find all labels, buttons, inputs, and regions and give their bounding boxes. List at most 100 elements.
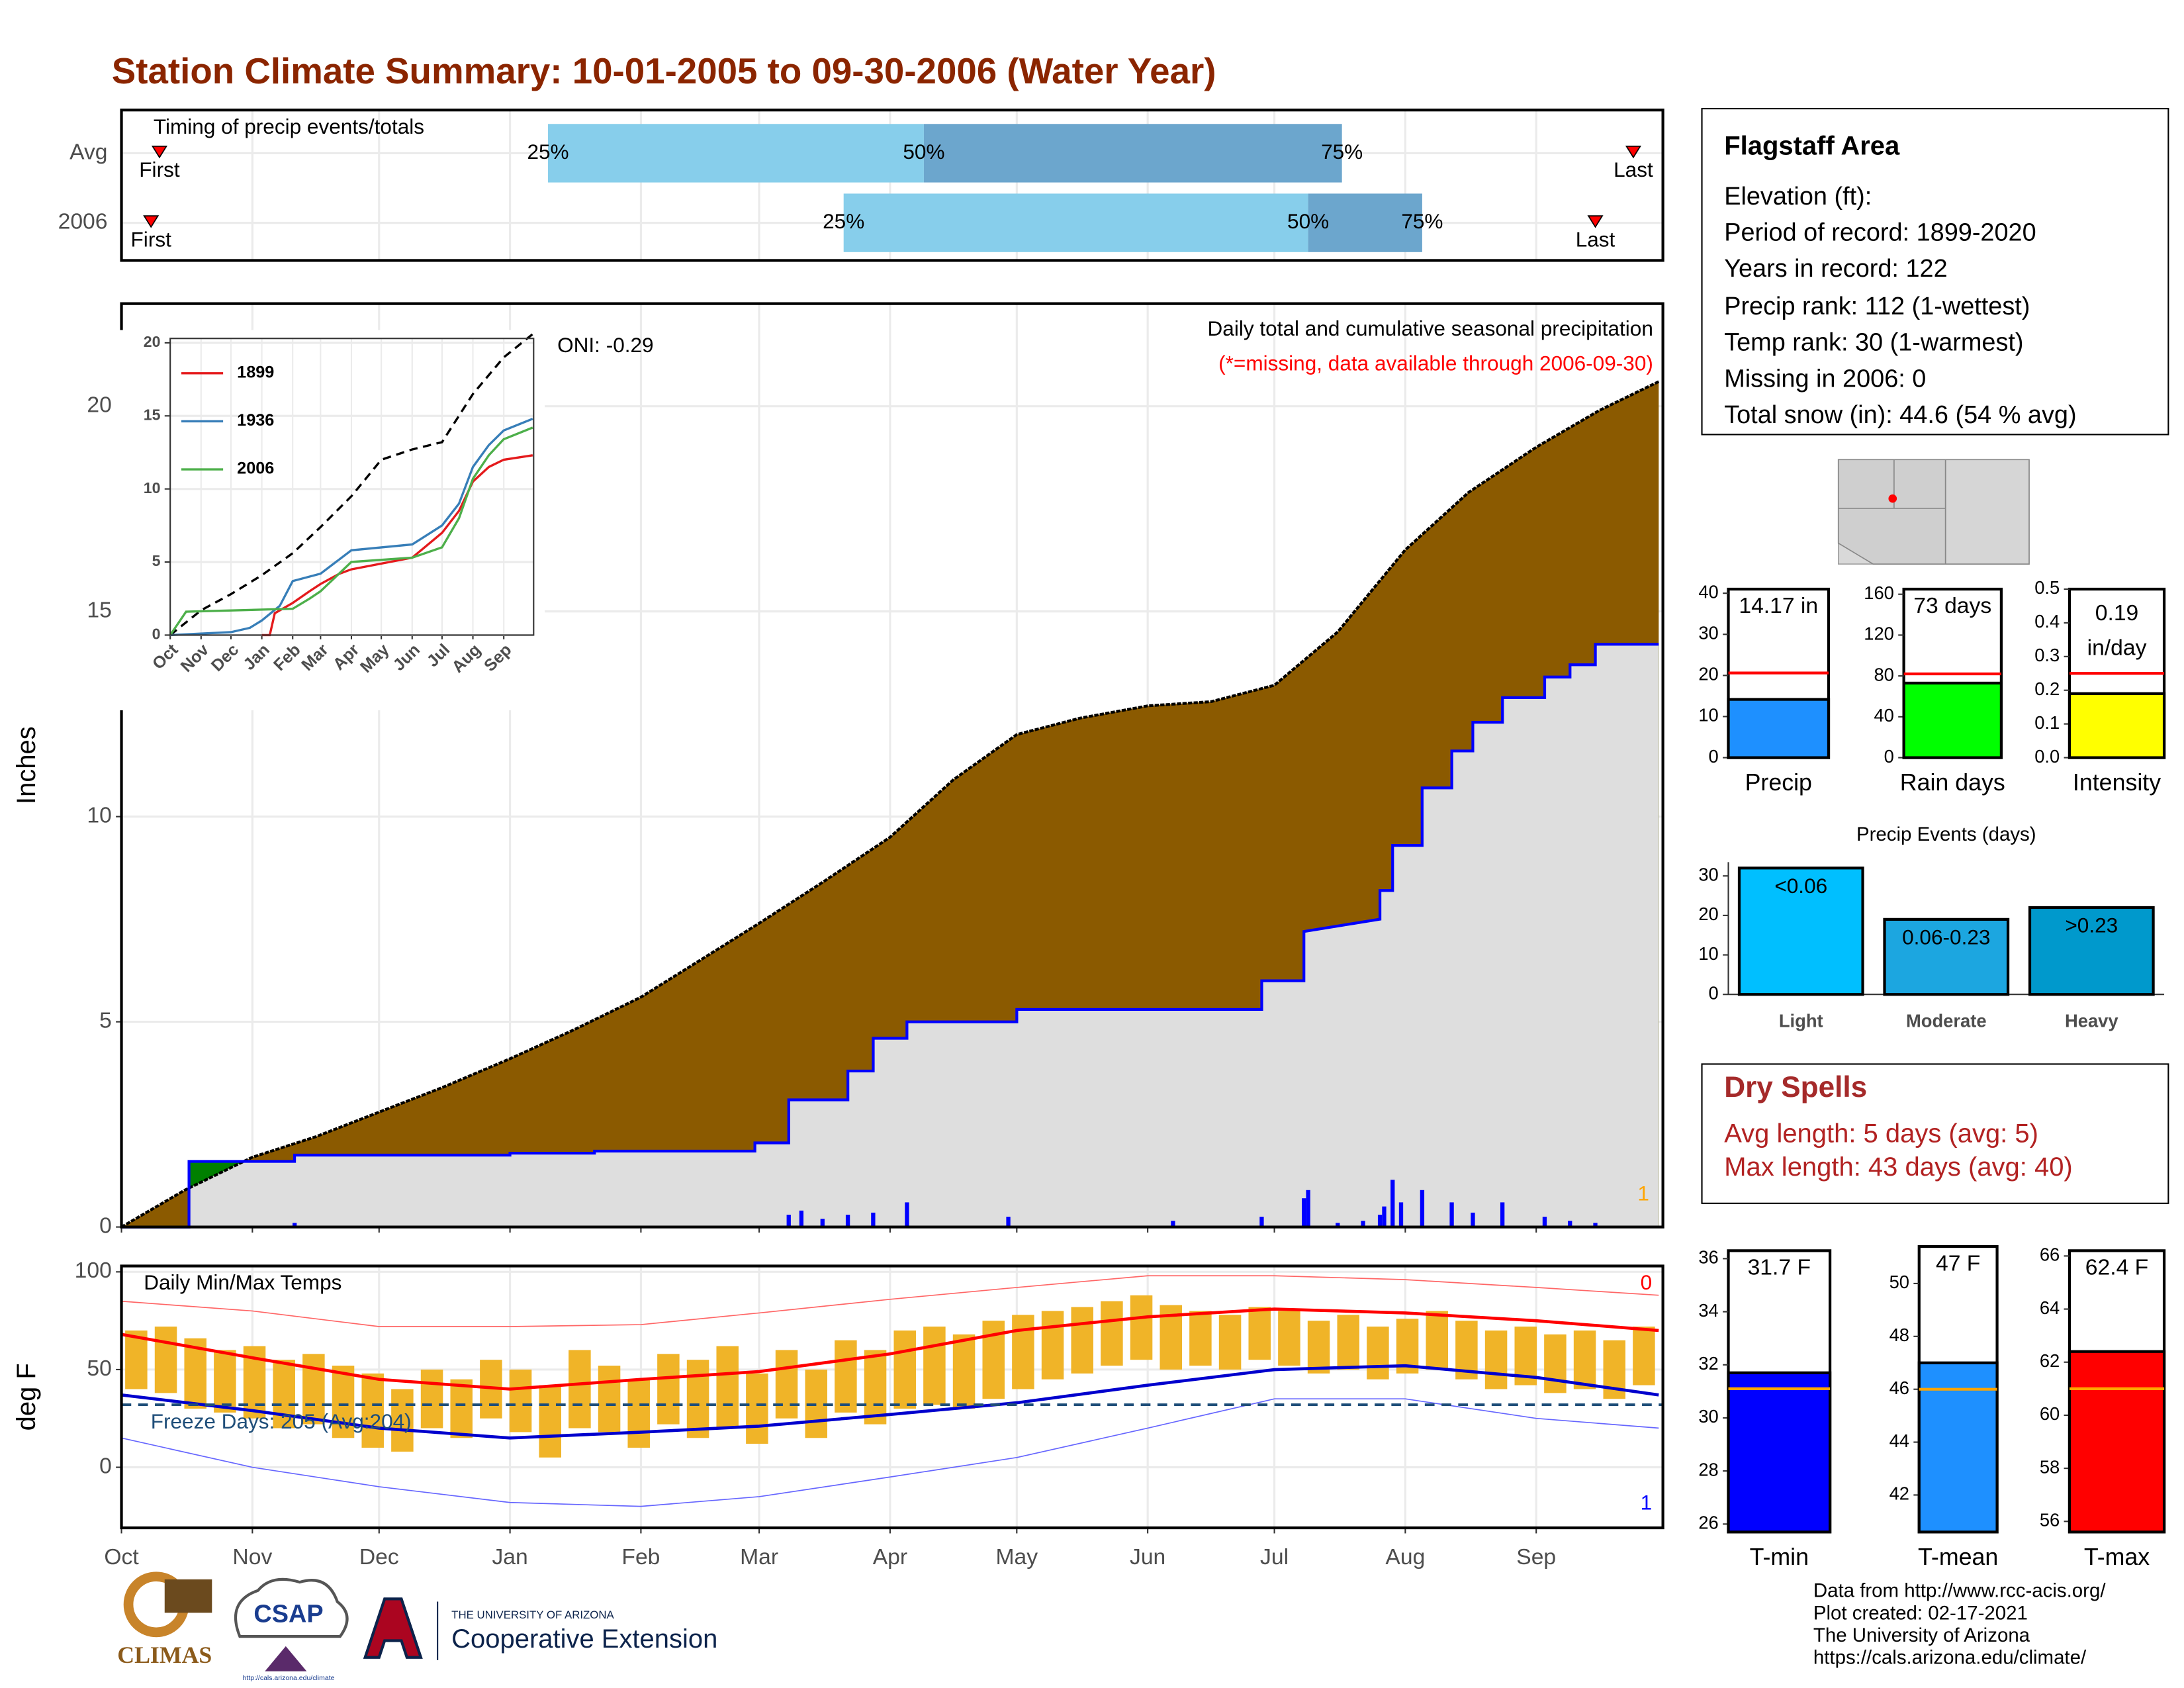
value-label: 0.06-0.23 [1902, 925, 1990, 949]
y-tick-label: 0 [152, 626, 161, 643]
y-tick-label: 5 [99, 1008, 112, 1033]
station-box [1701, 108, 2169, 436]
daily-precip-bar [1302, 1198, 1306, 1227]
x-tick-label: Oct [104, 1545, 139, 1570]
climas-emblem [164, 1579, 212, 1613]
event-marker [1587, 215, 1604, 228]
timing-bar [1308, 193, 1422, 252]
temp-range-bar [1573, 1330, 1596, 1389]
event-label: First [139, 158, 180, 181]
bar [1883, 917, 2010, 996]
average-line [120, 380, 1660, 1229]
value-label: <0.06 [1774, 874, 1827, 898]
y-tick-label: 58 [2040, 1456, 2060, 1477]
temp-range-bar [746, 1373, 768, 1444]
category-label: Light [1779, 1011, 1823, 1031]
y-tick-label: 160 [1864, 583, 1894, 603]
y-tick-label: 0 [1709, 746, 1719, 767]
inset-line [169, 333, 533, 636]
footer-line: Data from http://www.rcc-acis.org/ [1813, 1580, 2106, 1602]
inset-line [170, 418, 533, 637]
daily-precip-bar [1420, 1190, 1425, 1227]
annotation: Daily total and cumulative seasonal prec… [1208, 316, 1653, 340]
timing-bar [923, 124, 1342, 183]
inset-frame [169, 338, 535, 636]
event-marker [143, 215, 159, 228]
temp-range-bar [923, 1327, 946, 1405]
x-tick-label: Jul [1260, 1545, 1289, 1570]
row-label: Avg [69, 140, 107, 164]
temp-range-bar [1101, 1301, 1123, 1366]
daily-precip-bar [1259, 1217, 1264, 1227]
x-tick-label: Nov [232, 1545, 272, 1570]
y-tick-label: 44 [1889, 1430, 1909, 1451]
csap-cloud [234, 1577, 349, 1638]
y-tick-label: 100 [75, 1258, 112, 1283]
daily-precip-bar [293, 1223, 297, 1227]
dry-spells-box [1701, 1063, 2169, 1204]
value-label: 31.7 F [1748, 1256, 1811, 1280]
y-tick-label: 66 [2040, 1244, 2060, 1265]
freeze-label: Freeze Days: 205 (Avg:204) [151, 1409, 412, 1433]
y-tick-label: 60 [2040, 1403, 2060, 1424]
x-tick-label: Aug [1385, 1545, 1425, 1570]
daily-precip-bar [1593, 1223, 1598, 1227]
daily-precip-bar [1336, 1223, 1340, 1227]
climas-logo: CLIMAS [117, 1642, 212, 1668]
station-line: Elevation (ft): [1724, 183, 1872, 211]
y-tick-label: 20 [87, 393, 111, 418]
y-tick-label: 46 [1889, 1378, 1909, 1398]
legend-label: 2006 [237, 459, 274, 478]
temp-range-bar [1337, 1315, 1359, 1370]
normal-line [121, 1364, 1659, 1440]
event-marker [151, 146, 168, 159]
daily-precip-bar [1500, 1202, 1505, 1227]
temp-range-bar [1041, 1311, 1064, 1380]
daily-precip-bar [799, 1210, 804, 1227]
annotation: 0 [1641, 1270, 1653, 1294]
y-tick-label: 26 [1698, 1513, 1718, 1533]
temp-range-bar [716, 1346, 739, 1429]
y-tick-label: 10 [87, 804, 111, 828]
record-line [121, 1398, 1659, 1507]
y-tick-label: 0.0 [2034, 746, 2060, 767]
y-tick-label: 20 [144, 333, 161, 350]
y-tick-label: 10 [1698, 943, 1718, 964]
dry-spells-line: Avg length: 5 days (avg: 5) [1724, 1119, 2038, 1148]
bar [1737, 867, 1864, 996]
temp-range-bar [1544, 1334, 1567, 1393]
y-tick-label: 0.3 [2034, 645, 2060, 665]
temp-range-bar [509, 1369, 532, 1432]
y-axis-label: deg F [12, 1363, 41, 1430]
temp-range-bar [1130, 1295, 1153, 1360]
temp-range-bar [598, 1366, 621, 1432]
category-label: Moderate [1906, 1011, 1987, 1031]
category-label: T-min [1750, 1544, 1809, 1570]
daily-precip-bar [1568, 1221, 1572, 1227]
temp-range-bar [1278, 1311, 1300, 1366]
temp-range-bar [686, 1360, 709, 1438]
temp-range-bar [214, 1350, 236, 1413]
daily-precip-bar [871, 1212, 876, 1227]
bar [1917, 1361, 1999, 1534]
y-tick-label: 0.5 [2034, 577, 2060, 598]
temp-range-bar [952, 1334, 976, 1409]
daily-precip-bar [1471, 1212, 1475, 1227]
quartile-label: 25% [823, 209, 864, 233]
daily-precip-bar [845, 1214, 850, 1227]
station-line: Total snow (in): 44.6 (54 % avg) [1724, 401, 2076, 429]
x-tick-label: Feb [621, 1545, 660, 1570]
station-line: Precip rank: 112 (1-wettest) [1724, 293, 2030, 320]
x-tick-label: Jun [1130, 1545, 1165, 1570]
y-tick-label: 10 [1698, 705, 1718, 726]
temp-range-bar [569, 1350, 591, 1429]
x-tick-label: Sep [1516, 1545, 1556, 1570]
chart-title: Daily Min/Max Temps [144, 1270, 341, 1294]
temp-range-bar [1484, 1330, 1508, 1389]
bar [2068, 692, 2166, 759]
y-tick-label: 32 [1698, 1353, 1718, 1374]
daily-precip-bar [1398, 1202, 1404, 1227]
csap-url: http://cals.arizona.edu/climate [243, 1674, 335, 1682]
annotation: ONI: -0.29 [557, 333, 654, 357]
